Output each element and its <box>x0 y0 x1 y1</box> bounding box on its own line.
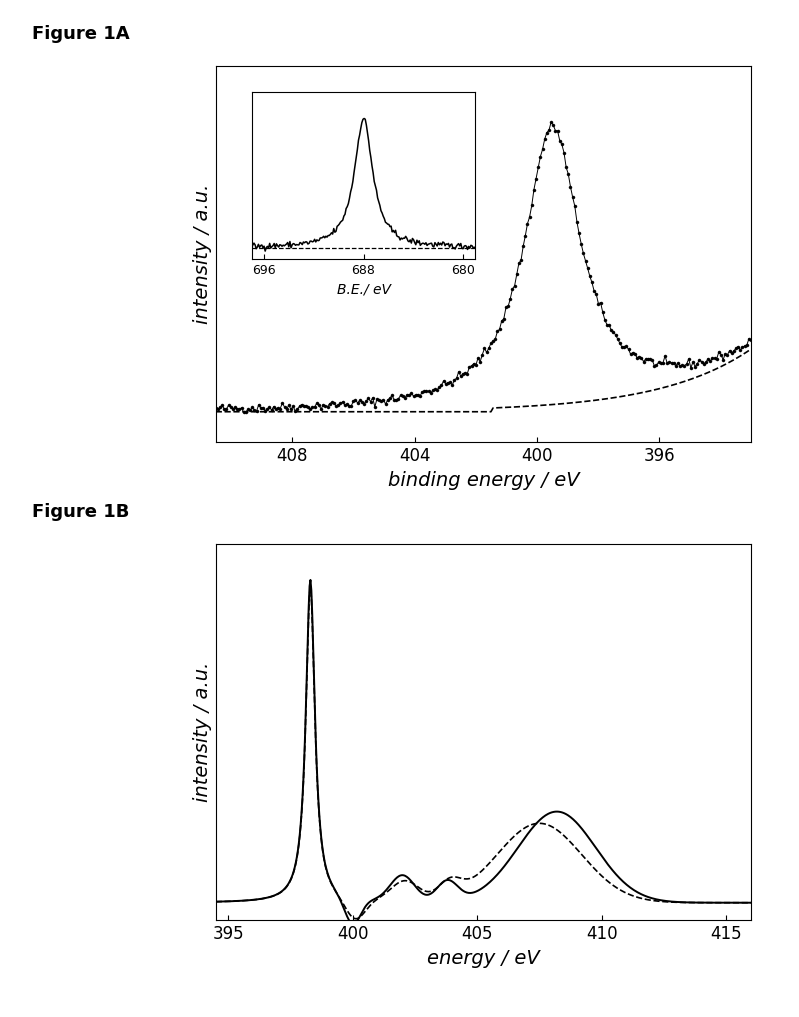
Text: Figure 1B: Figure 1B <box>32 503 129 522</box>
Y-axis label: intensity / a.u.: intensity / a.u. <box>193 662 212 802</box>
X-axis label: binding energy / eV: binding energy / eV <box>388 471 579 490</box>
X-axis label: B.E./ eV: B.E./ eV <box>336 283 391 297</box>
Y-axis label: intensity / a.u.: intensity / a.u. <box>193 184 212 324</box>
Text: Figure 1A: Figure 1A <box>32 25 129 44</box>
X-axis label: energy / eV: energy / eV <box>427 949 540 968</box>
